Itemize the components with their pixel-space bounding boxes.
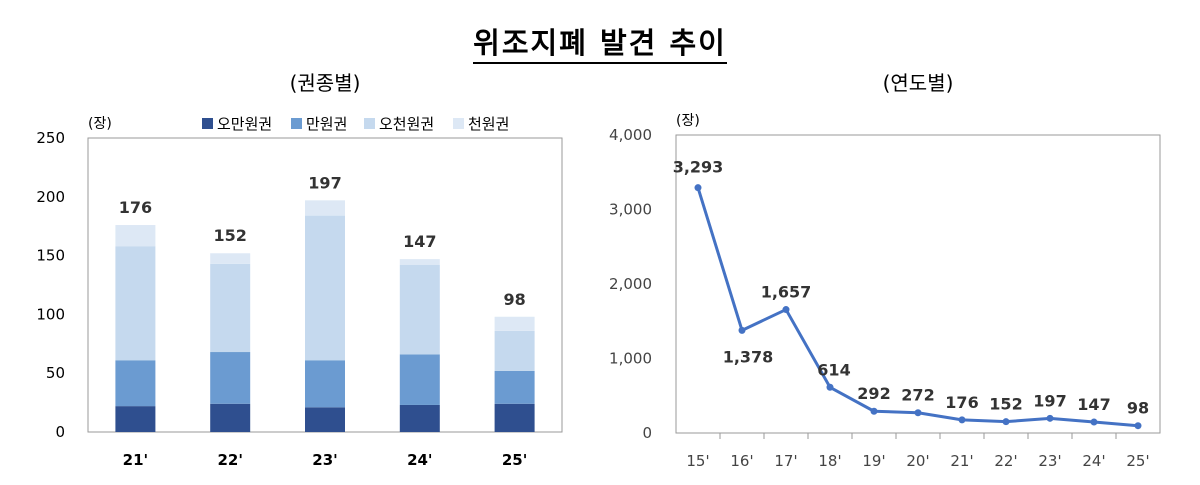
x-tick-label: 25' bbox=[502, 451, 527, 469]
data-point bbox=[1090, 418, 1098, 426]
x-tick-label: 15' bbox=[686, 452, 709, 470]
x-tick-label: 22' bbox=[994, 452, 1017, 470]
legend-label: 오만원권 bbox=[217, 115, 272, 133]
y-tick-label: 200 bbox=[36, 188, 65, 206]
data-label: 1,657 bbox=[761, 283, 812, 302]
line-chart-unit-label: (장) bbox=[676, 113, 700, 129]
legend-swatch bbox=[291, 118, 302, 129]
bar-segment bbox=[305, 407, 345, 432]
y-tick-label: 0 bbox=[55, 423, 65, 441]
data-point bbox=[958, 416, 966, 424]
x-tick-label: 23' bbox=[1038, 452, 1061, 470]
x-tick-label: 19' bbox=[862, 452, 885, 470]
line-chart-panel: (연도별) (장) 0 1,000 2,000 3,000 4,000 15' 16' 17' 18… bbox=[600, 62, 1170, 482]
x-tick-label: 24' bbox=[407, 451, 432, 469]
bar-segment bbox=[115, 406, 156, 432]
x-tick-label: 20' bbox=[906, 452, 929, 470]
data-label: 147 bbox=[1077, 395, 1110, 414]
legend-swatch bbox=[453, 118, 464, 129]
data-label: 197 bbox=[1033, 391, 1066, 410]
data-label: 292 bbox=[857, 384, 890, 403]
bar-segment bbox=[399, 265, 440, 355]
y-tick-label: 150 bbox=[36, 247, 65, 265]
main-title-text: 위조지폐 발견 추이 bbox=[473, 26, 727, 64]
bar-segment bbox=[305, 200, 345, 216]
data-label: 3,293 bbox=[673, 158, 724, 177]
legend-label: 만원권 bbox=[306, 115, 347, 133]
data-label: 176 bbox=[945, 393, 978, 412]
stacked-bar-chart: (권종별) (장) 0 50 100 150 200 250 오만원권 만원권 오천원권 천원권 176… bbox=[36, 71, 563, 469]
bar-segment bbox=[399, 259, 440, 266]
y-tick-label: 3,000 bbox=[609, 201, 652, 219]
bar-chart-subtitle: (권종별) bbox=[290, 71, 361, 95]
x-tick-label: 23' bbox=[312, 451, 337, 469]
legend-label: 오천원권 bbox=[379, 115, 434, 133]
plot-area-border bbox=[675, 134, 1161, 434]
data-label: 614 bbox=[817, 360, 850, 379]
x-tick-label: 21' bbox=[123, 451, 148, 469]
x-tick-label: 24' bbox=[1082, 452, 1105, 470]
data-point bbox=[826, 383, 834, 391]
bar-segment bbox=[494, 370, 535, 404]
data-point bbox=[870, 407, 878, 415]
data-point bbox=[782, 306, 790, 314]
data-label: 272 bbox=[901, 386, 934, 405]
data-point bbox=[738, 326, 746, 334]
bar-chart-unit-label: (장) bbox=[88, 116, 112, 132]
bar-segment bbox=[305, 215, 345, 361]
bar-segment bbox=[494, 316, 535, 331]
bar-total-label: 152 bbox=[213, 226, 246, 245]
x-tick-label: 21' bbox=[950, 452, 973, 470]
y-tick-label: 0 bbox=[642, 424, 652, 442]
y-tick-label: 4,000 bbox=[609, 126, 652, 144]
main-title: 위조지폐 발견 추이 bbox=[0, 20, 1200, 64]
y-tick-label: 2,000 bbox=[609, 275, 652, 293]
bar-segment bbox=[210, 403, 251, 432]
x-tick-label: 22' bbox=[217, 451, 242, 469]
bar-segment bbox=[305, 360, 345, 408]
x-tick-label: 25' bbox=[1126, 452, 1149, 470]
y-tick-label: 50 bbox=[46, 364, 65, 382]
line-chart-subtitle: (연도별) bbox=[883, 71, 954, 95]
data-label: 98 bbox=[1127, 399, 1149, 418]
bar-segment bbox=[115, 246, 156, 361]
bar-segment bbox=[210, 253, 251, 264]
bar-segment bbox=[210, 352, 251, 404]
x-tick-label: 16' bbox=[730, 452, 753, 470]
data-point bbox=[694, 184, 702, 192]
bar-segment bbox=[399, 354, 440, 405]
bar-segment bbox=[115, 360, 156, 407]
bar-segment bbox=[494, 403, 535, 432]
line-chart: (연도별) (장) 0 1,000 2,000 3,000 4,000 15' 16' 17' 18… bbox=[609, 71, 1161, 470]
x-tick-label: 18' bbox=[818, 452, 841, 470]
y-tick-label: 1,000 bbox=[609, 350, 652, 368]
bar-segment bbox=[494, 330, 535, 371]
bar-segment bbox=[115, 225, 156, 247]
x-tick-label: 17' bbox=[774, 452, 797, 470]
data-point bbox=[1046, 414, 1054, 422]
bar-total-label: 147 bbox=[403, 232, 436, 251]
bar-total-label: 197 bbox=[308, 173, 341, 192]
bar-total-label: 176 bbox=[119, 198, 152, 217]
legend-swatch bbox=[202, 118, 213, 129]
data-point bbox=[1134, 422, 1142, 430]
data-point bbox=[1002, 418, 1010, 426]
data-point bbox=[914, 409, 922, 417]
bar-total-label: 98 bbox=[503, 290, 525, 309]
data-label: 1,378 bbox=[723, 347, 774, 366]
bar-segment bbox=[399, 404, 440, 432]
legend-label: 천원권 bbox=[468, 115, 509, 133]
bar-chart-panel: (권종별) (장) 0 50 100 150 200 250 오만원권 만원권 오천원권 천원권 176… bbox=[30, 62, 590, 482]
legend-swatch bbox=[364, 118, 375, 129]
bar-segment bbox=[210, 263, 251, 353]
y-tick-label: 100 bbox=[36, 305, 65, 323]
data-label: 152 bbox=[989, 395, 1022, 414]
y-tick-label: 250 bbox=[36, 129, 65, 147]
